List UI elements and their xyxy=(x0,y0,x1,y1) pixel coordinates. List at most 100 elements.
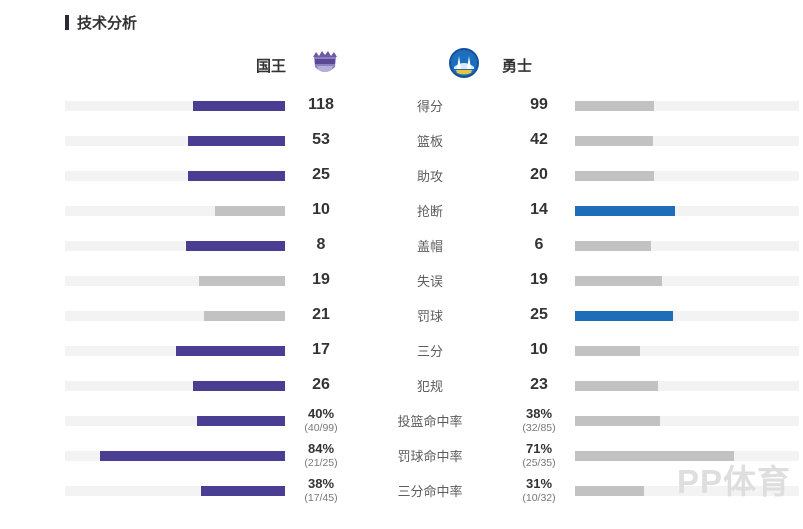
page-title: 技术分析 xyxy=(77,15,138,32)
away-stat-value: 99 xyxy=(530,96,548,114)
home-bar-track xyxy=(65,345,285,356)
stat-row: 25 助攻 20 xyxy=(65,158,799,193)
home-stat-bar xyxy=(201,485,285,496)
home-bar-track xyxy=(65,380,285,391)
home-stat-value: 25 xyxy=(312,166,330,184)
stat-label: 三分 xyxy=(416,344,443,359)
home-stat-bar xyxy=(192,380,285,391)
home-bar-track xyxy=(65,240,285,251)
section-header: 技术分析 xyxy=(65,12,137,33)
home-bar-track xyxy=(65,205,285,216)
home-bar-track xyxy=(65,415,285,426)
home-bar-track xyxy=(65,485,285,496)
away-bar-track xyxy=(575,415,799,426)
away-stat-value: 38% (32/85) xyxy=(522,406,556,434)
away-stat-bar xyxy=(575,415,661,426)
away-bar-track xyxy=(575,275,799,286)
stat-row: 10 抢断 14 xyxy=(65,193,799,228)
stat-label: 篮板 xyxy=(416,134,443,149)
stat-label: 罚球命中率 xyxy=(397,449,463,464)
stat-label: 罚球 xyxy=(416,309,443,324)
home-stat-bar xyxy=(204,310,285,321)
stat-row: 118 得分 99 xyxy=(65,88,799,123)
home-stat-bar xyxy=(199,275,285,286)
home-stat-bar xyxy=(100,450,285,461)
home-stat-value: 53 xyxy=(312,131,330,149)
away-stat-bar xyxy=(575,380,659,391)
home-stat-value: 38% (17/45) xyxy=(304,476,338,504)
away-bar-track xyxy=(575,450,799,461)
stats-comparison-list: 118 得分 99 53 篮板 42 25 助攻 20 10 抢断 14 8 盖帽 6 19 失误 19 21 罚球 2… xyxy=(65,88,799,508)
away-stat-value: 19 xyxy=(530,271,548,289)
home-stat-value: 26 xyxy=(312,376,330,394)
away-stat-bar xyxy=(575,135,654,146)
away-stat-value: 23 xyxy=(530,376,548,394)
away-bar-track xyxy=(575,135,799,146)
home-stat-bar xyxy=(186,240,285,251)
home-bar-track xyxy=(65,170,285,181)
away-stat-value: 71% (25/35) xyxy=(522,441,556,469)
away-stat-value: 20 xyxy=(530,166,548,184)
stat-row: 53 篮板 42 xyxy=(65,123,799,158)
home-stat-bar xyxy=(176,345,285,356)
stat-label: 盖帽 xyxy=(416,239,443,254)
away-stat-value: 42 xyxy=(530,131,548,149)
stat-row: 40% (40/99) 投篮命中率 38% (32/85) xyxy=(65,403,799,438)
home-stat-value: 40% (40/99) xyxy=(304,406,338,434)
away-bar-track xyxy=(575,345,799,356)
away-bar-track xyxy=(575,170,799,181)
away-stat-bar xyxy=(575,205,675,216)
away-stat-bar xyxy=(575,100,654,111)
away-bar-track xyxy=(575,380,799,391)
away-stat-bar xyxy=(575,485,645,496)
home-bar-track xyxy=(65,310,285,321)
away-stat-value: 10 xyxy=(530,341,548,359)
home-stat-bar xyxy=(192,100,285,111)
away-bar-track xyxy=(575,240,799,251)
stat-row: 26 犯规 23 xyxy=(65,368,799,403)
away-stat-bar xyxy=(575,275,663,286)
home-stat-bar xyxy=(197,415,285,426)
away-bar-track xyxy=(575,485,799,496)
away-bar-track xyxy=(575,205,799,216)
stat-row: 17 三分 10 xyxy=(65,333,799,368)
home-stat-value: 10 xyxy=(312,201,330,219)
away-stat-value: 31% (10/32) xyxy=(522,476,556,504)
stat-label: 三分命中率 xyxy=(397,484,463,499)
away-stat-bar xyxy=(575,170,654,181)
stat-row: 19 失误 19 xyxy=(65,263,799,298)
stat-label: 助攻 xyxy=(416,169,443,184)
home-stat-value: 17 xyxy=(312,341,330,359)
title-accent-bar xyxy=(65,15,69,30)
stat-row: 8 盖帽 6 xyxy=(65,228,799,263)
home-bar-track xyxy=(65,100,285,111)
stat-label: 犯规 xyxy=(416,379,443,394)
stat-row: 21 罚球 25 xyxy=(65,298,799,333)
home-bar-track xyxy=(65,135,285,146)
pp-sports-watermark: PP体育 xyxy=(676,463,791,500)
home-stat-value: 118 xyxy=(308,96,334,114)
kings-logo-icon xyxy=(309,47,341,79)
home-stat-value: 8 xyxy=(316,236,326,254)
stat-label: 得分 xyxy=(416,99,443,114)
home-stat-value: 84% (21/25) xyxy=(304,441,338,469)
away-stat-value: 6 xyxy=(534,236,544,254)
home-stat-bar xyxy=(188,135,285,146)
home-stat-value: 19 xyxy=(312,271,330,289)
home-stat-bar xyxy=(188,170,285,181)
stat-row: 38% (17/45) 三分命中率 31% (10/32) xyxy=(65,473,799,508)
home-bar-track xyxy=(65,275,285,286)
away-stat-bar xyxy=(575,450,735,461)
stat-label: 失误 xyxy=(416,274,443,289)
away-stat-value: 25 xyxy=(530,306,548,324)
home-bar-track xyxy=(65,450,285,461)
away-stat-value: 14 xyxy=(530,201,548,219)
stat-row: 84% (21/25) 罚球命中率 71% (25/35) xyxy=(65,438,799,473)
home-stat-value: 21 xyxy=(312,306,330,324)
home-stat-bar xyxy=(214,205,285,216)
stat-label: 抢断 xyxy=(416,204,443,219)
away-bar-track xyxy=(575,100,799,111)
away-team-name: 勇士 xyxy=(502,58,533,75)
warriors-logo-icon xyxy=(448,47,480,79)
